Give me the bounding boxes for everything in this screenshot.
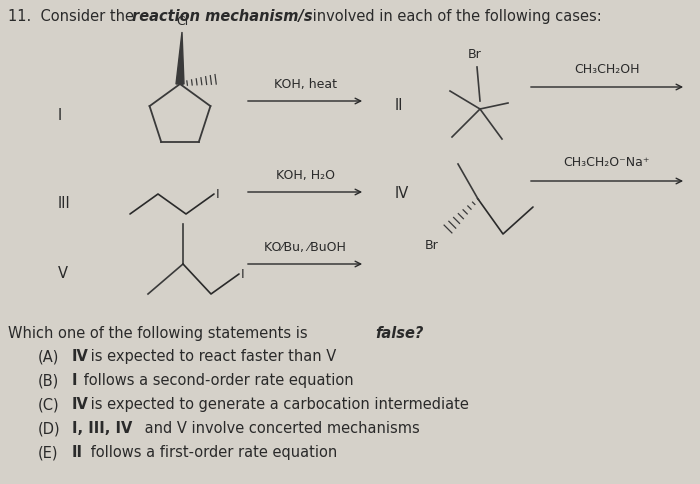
Text: (B): (B) bbox=[38, 373, 60, 388]
Text: (D): (D) bbox=[38, 421, 61, 436]
Text: CH₃CH₂O⁻Na⁺: CH₃CH₂O⁻Na⁺ bbox=[564, 156, 650, 169]
Text: 11.  Consider the: 11. Consider the bbox=[8, 9, 139, 24]
Text: III: III bbox=[58, 197, 71, 212]
Text: follows a first-order rate equation: follows a first-order rate equation bbox=[85, 445, 337, 460]
Text: CH₃CH₂OH: CH₃CH₂OH bbox=[574, 63, 640, 76]
Text: I: I bbox=[216, 187, 220, 200]
Text: is expected to generate a carbocation intermediate: is expected to generate a carbocation in… bbox=[85, 397, 468, 412]
Text: and V involve concerted mechanisms: and V involve concerted mechanisms bbox=[140, 421, 420, 436]
Text: I: I bbox=[72, 373, 78, 388]
Text: involved in each of the following cases:: involved in each of the following cases: bbox=[308, 9, 602, 24]
Text: II: II bbox=[72, 445, 83, 460]
Polygon shape bbox=[176, 32, 184, 84]
Text: (C): (C) bbox=[38, 397, 60, 412]
Text: false?: false? bbox=[375, 326, 424, 341]
Text: V: V bbox=[58, 267, 68, 282]
Text: (A): (A) bbox=[38, 349, 60, 364]
Text: follows a second-order rate equation: follows a second-order rate equation bbox=[79, 373, 354, 388]
Text: IV: IV bbox=[72, 349, 89, 364]
Text: KO⁄Bu, ⁄BuOH: KO⁄Bu, ⁄BuOH bbox=[264, 241, 346, 254]
Text: I, III, IV: I, III, IV bbox=[72, 421, 132, 436]
Text: I: I bbox=[58, 108, 62, 123]
Text: Cl: Cl bbox=[176, 15, 188, 28]
Text: KOH, H₂O: KOH, H₂O bbox=[276, 169, 335, 182]
Text: I: I bbox=[241, 268, 244, 281]
Text: (E): (E) bbox=[38, 445, 59, 460]
Text: is expected to react faster than V: is expected to react faster than V bbox=[85, 349, 336, 364]
Text: reaction mechanism/s: reaction mechanism/s bbox=[132, 9, 313, 24]
Text: II: II bbox=[395, 99, 403, 114]
Text: KOH, heat: KOH, heat bbox=[274, 78, 337, 91]
Text: Br: Br bbox=[468, 48, 482, 61]
Text: Which one of the following statements is: Which one of the following statements is bbox=[8, 326, 312, 341]
Text: IV: IV bbox=[395, 186, 409, 201]
Text: IV: IV bbox=[72, 397, 89, 412]
Text: Br: Br bbox=[424, 239, 438, 252]
